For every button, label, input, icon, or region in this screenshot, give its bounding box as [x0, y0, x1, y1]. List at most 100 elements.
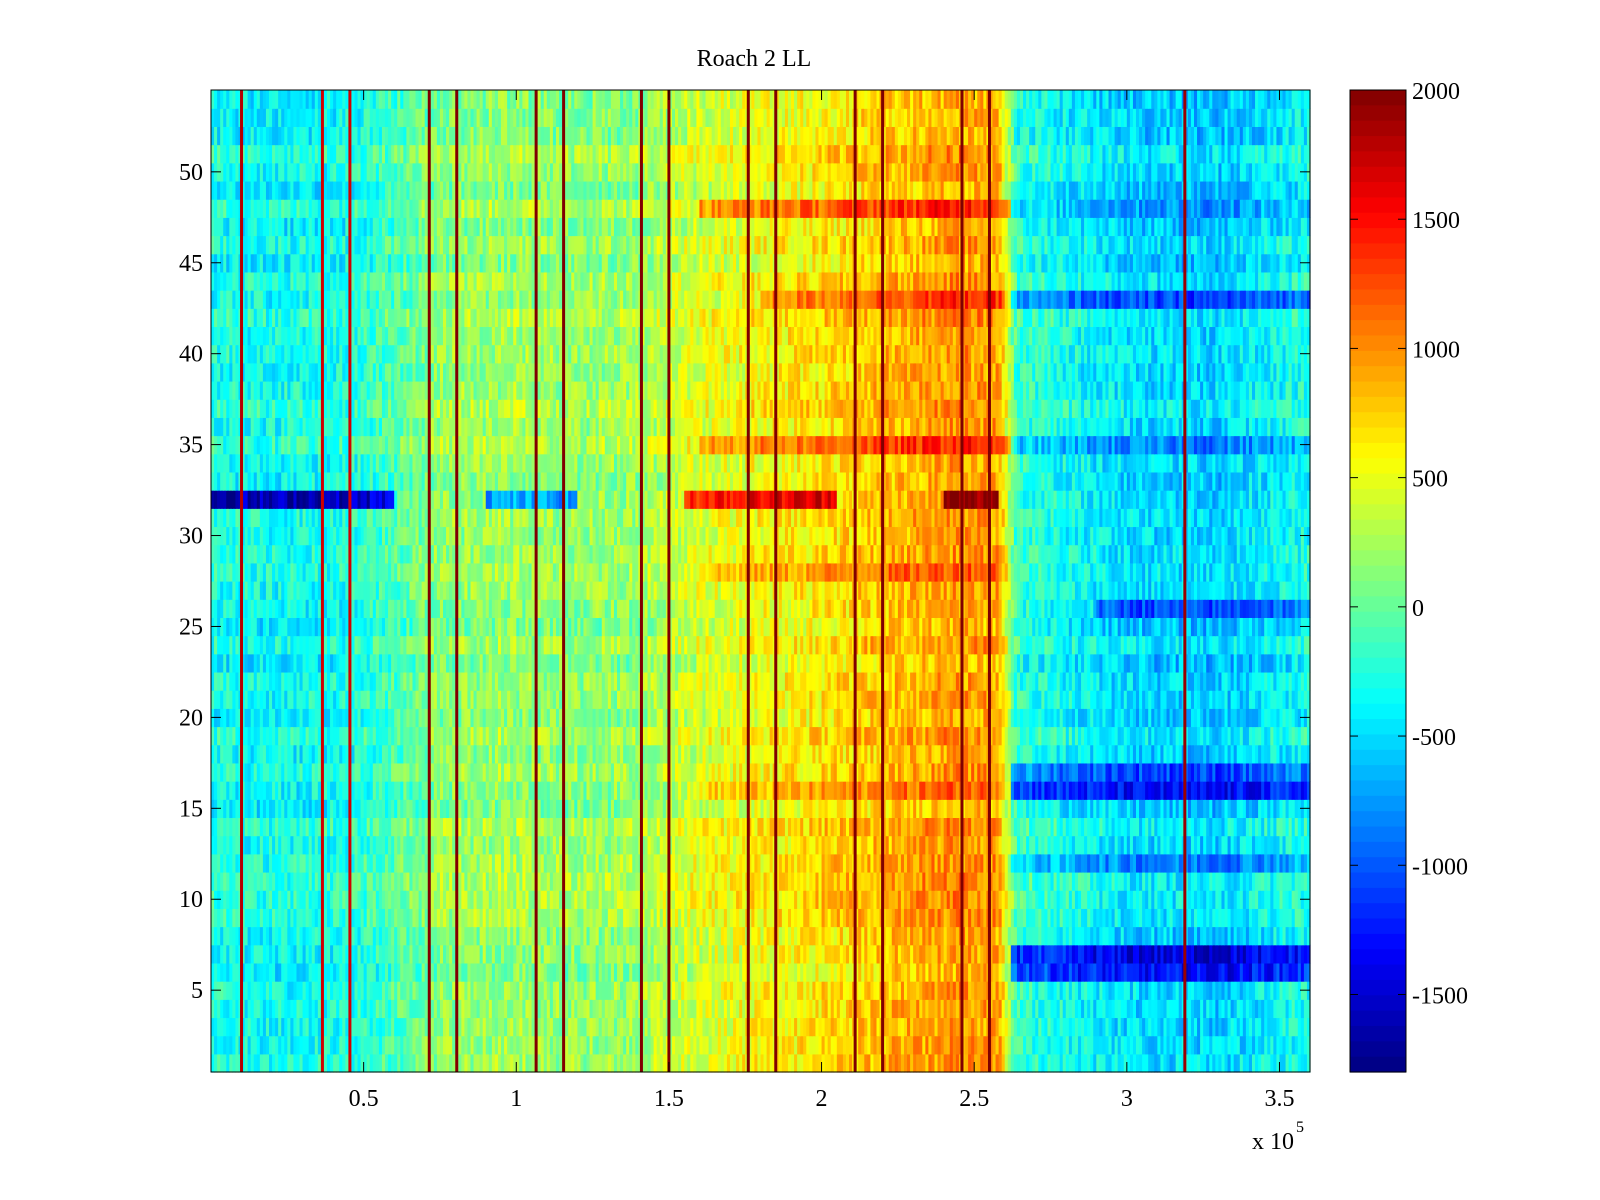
heatmap-cell [1190, 1053, 1195, 1073]
heatmap-cell [241, 1053, 246, 1073]
heatmap-cell [1200, 944, 1204, 964]
heatmap-cell [961, 981, 966, 1000]
heatmap-cell [769, 1035, 774, 1055]
heatmap-cell [439, 908, 444, 928]
heatmap-cell [262, 908, 267, 928]
heatmap-cell [421, 1017, 426, 1037]
heatmap-cell [965, 1017, 969, 1037]
heatmap-cell [296, 999, 301, 1019]
heatmap-cell [668, 1053, 673, 1073]
heatmap-cell [363, 1017, 368, 1037]
heatmap-cell [565, 908, 569, 928]
heatmap-cell [421, 999, 426, 1019]
heatmap-cell [388, 944, 392, 964]
heatmap-cell [336, 926, 340, 946]
heatmap-cell [620, 1053, 624, 1073]
heatmap-cell [867, 981, 871, 1000]
heatmap-cell [1023, 908, 1027, 928]
heatmap-cell [278, 981, 282, 1000]
heatmap-cell [464, 926, 469, 946]
heatmap-cell [696, 1053, 701, 1073]
heatmap-cell [723, 999, 728, 1019]
heatmap-cell [607, 999, 612, 1019]
heatmap-cell [903, 926, 908, 946]
heatmap-cell [842, 1017, 847, 1037]
heatmap-cell [965, 962, 969, 982]
heatmap-cell [891, 962, 896, 982]
heatmap-cell [345, 926, 349, 946]
heatmap-cell [900, 944, 905, 964]
heatmap-cell [607, 1035, 612, 1055]
heatmap-cell [842, 944, 847, 964]
heatmap-cell [278, 1053, 282, 1073]
heatmap-cell [751, 908, 755, 928]
heatmap-cell [778, 1017, 783, 1037]
heatmap-cell [961, 908, 966, 928]
heatmap-cell [1010, 1053, 1015, 1073]
heatmap-cell [537, 1053, 542, 1073]
heatmap-cell [214, 908, 218, 928]
heatmap-cell [592, 890, 597, 909]
heatmap-cell [580, 1017, 585, 1037]
heatmap-cell [699, 999, 704, 1019]
heatmap-cell [870, 1035, 875, 1055]
heatmap-cell [726, 908, 731, 928]
heatmap-cell [592, 999, 597, 1019]
heatmap-cell [1184, 908, 1189, 928]
heatmap-cell [1059, 962, 1064, 982]
heatmap-cell [385, 926, 389, 946]
heatmap-cell [1096, 908, 1100, 928]
heatmap-cell [687, 926, 691, 946]
heatmap-cell [601, 962, 606, 982]
heatmap-cell [443, 926, 447, 946]
heatmap-cell [1215, 981, 1220, 1000]
heatmap-cell [736, 1017, 740, 1037]
heatmap-cell [464, 1017, 469, 1037]
heatmap-cell [800, 944, 804, 964]
heatmap-cell [473, 1017, 478, 1037]
heatmap-cell [922, 1035, 926, 1055]
heatmap-cell [507, 926, 511, 946]
heatmap-cell [262, 944, 267, 964]
heatmap-cell [760, 926, 765, 946]
heatmap-cell [214, 944, 218, 964]
heatmap-cell [357, 926, 362, 946]
heatmap-cell [360, 871, 365, 891]
heatmap-cell [989, 908, 994, 928]
heatmap-cell [1187, 1017, 1192, 1037]
heatmap-cell [839, 981, 844, 1000]
heatmap-cell [903, 1017, 908, 1037]
heatmap-cell [543, 1053, 548, 1073]
heatmap-cell [293, 999, 298, 1019]
heatmap-cell [491, 981, 496, 1000]
heatmap-cell [314, 1053, 319, 1073]
heatmap-cell [531, 1017, 536, 1037]
heatmap-cell [491, 1017, 496, 1037]
heatmap-cell [742, 1053, 746, 1073]
heatmap-cell [949, 1035, 954, 1055]
heatmap-cell [610, 871, 615, 891]
heatmap-cell [604, 1053, 609, 1073]
heatmap-cell [397, 999, 401, 1019]
heatmap-cell [1209, 908, 1213, 928]
heatmap-cell [791, 962, 795, 982]
heatmap-cell [806, 1035, 810, 1055]
heatmap-cell [1087, 1035, 1091, 1055]
heatmap-cell [1099, 962, 1104, 982]
heatmap-cell [497, 962, 502, 982]
heatmap-cell [223, 999, 227, 1019]
heatmap-cell [943, 908, 948, 928]
heatmap-cell [439, 890, 444, 909]
heatmap-cell [1200, 999, 1204, 1019]
heatmap-cell [415, 890, 420, 909]
heatmap-cell [812, 981, 817, 1000]
heatmap-cell [265, 944, 270, 964]
heatmap-cell [824, 999, 829, 1019]
heatmap-cell [775, 1053, 780, 1073]
heatmap-cell [272, 962, 276, 982]
heatmap-cell [961, 999, 966, 1019]
heatmap-cell [952, 1017, 957, 1037]
heatmap-cell [1123, 1017, 1128, 1037]
heatmap-cell [888, 908, 893, 928]
heatmap-cell [339, 1053, 343, 1073]
